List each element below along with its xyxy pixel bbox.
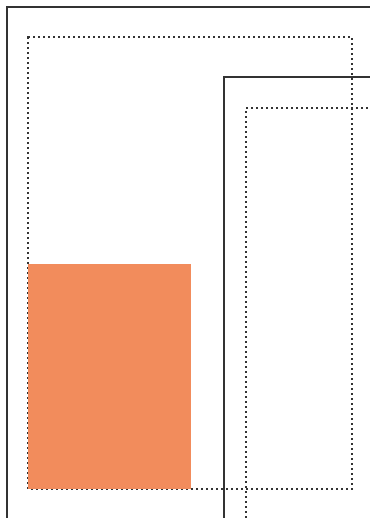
inner-dotted-frame (245, 107, 370, 518)
outer-dotted-frame (27, 36, 353, 490)
inner-solid-frame (223, 76, 370, 518)
orange-block (28, 264, 191, 489)
outer-solid-frame (6, 6, 370, 518)
